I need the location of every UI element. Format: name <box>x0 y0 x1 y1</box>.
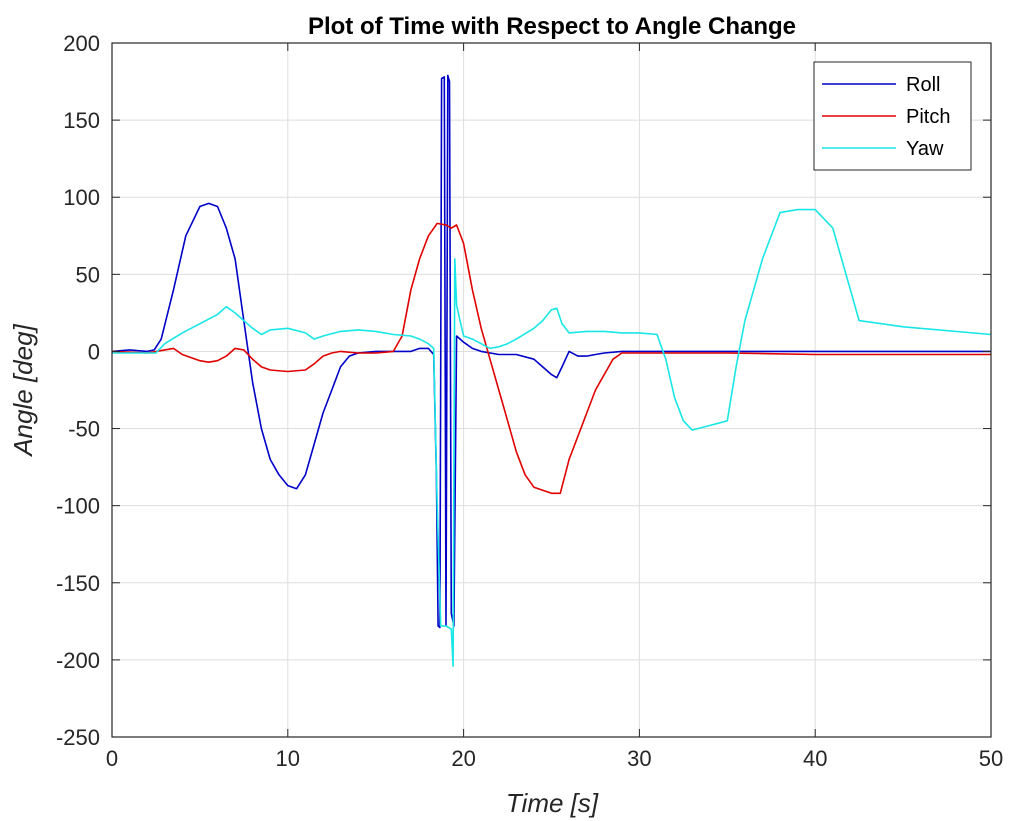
ticks: 0 10 20 30 40 50 -250 -200 -150 -100 -50 0 50 100 150 2… <box>56 31 1003 771</box>
y-tick-label: 150 <box>63 108 100 133</box>
y-tick-label: 50 <box>76 262 100 287</box>
series-line-yaw <box>112 208 992 667</box>
plot-frame <box>111 42 992 738</box>
y-tick-label: 0 <box>88 339 100 364</box>
chart-title: Plot of Time with Respect to Angle Chang… <box>308 13 796 40</box>
grid <box>112 43 991 737</box>
x-tick-label: 40 <box>803 746 827 771</box>
x-tick-label: 50 <box>979 746 1003 771</box>
series-line-roll <box>111 74 991 629</box>
x-tick-label: 0 <box>106 746 118 771</box>
series-line-pitch <box>111 222 991 495</box>
y-axis-label: Angle [deg] <box>8 323 38 457</box>
legend-label-pitch: Pitch <box>906 106 950 128</box>
legend-label-yaw: Yaw <box>906 138 944 160</box>
y-tick-label: 100 <box>63 185 100 210</box>
y-tick-label: 200 <box>63 31 100 56</box>
x-axis-label: Time [s] <box>506 788 599 818</box>
x-tick-label: 20 <box>451 746 475 771</box>
x-tick-label: 30 <box>627 746 651 771</box>
y-tick-label: -100 <box>56 494 100 519</box>
y-tick-label: -200 <box>56 648 100 673</box>
y-tick-label: -50 <box>68 417 100 442</box>
y-tick-label: -150 <box>56 571 100 596</box>
x-tick-label: 10 <box>276 746 300 771</box>
y-tick-label: -250 <box>56 725 100 750</box>
legend: Roll Pitch Yaw <box>813 61 972 171</box>
legend-label-roll: Roll <box>906 74 940 96</box>
series-layer <box>111 74 992 667</box>
